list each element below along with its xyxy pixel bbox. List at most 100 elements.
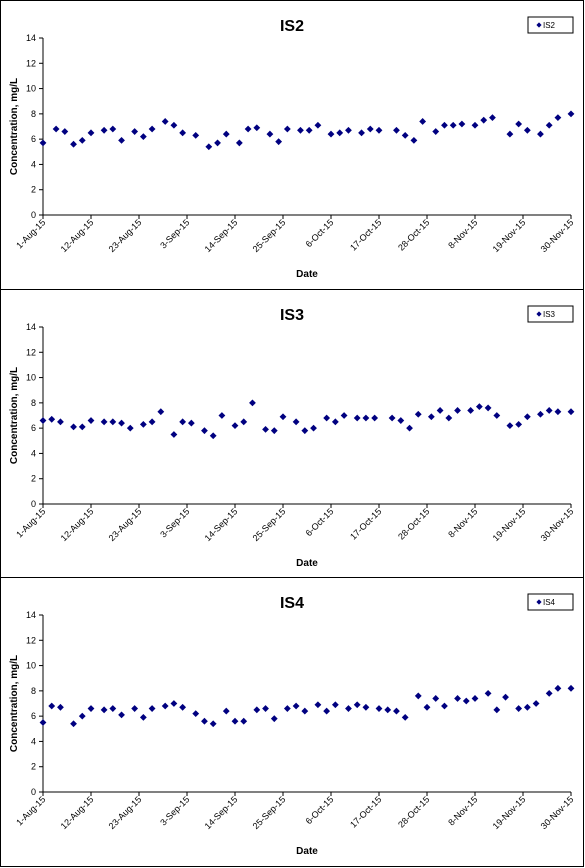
legend-marker [536, 22, 542, 28]
data-point [323, 414, 331, 422]
y-tick-label: 4 [31, 159, 36, 169]
data-point [118, 137, 125, 144]
data-point [139, 420, 147, 428]
data-point [78, 137, 86, 144]
data-point [554, 408, 562, 416]
data-point [283, 705, 291, 712]
data-point [388, 414, 396, 422]
y-tick-label: 8 [31, 109, 36, 119]
data-point [170, 431, 178, 438]
x-tick-label: 3-Sep-15 [158, 794, 191, 827]
data-point [493, 412, 501, 419]
y-tick-label: 4 [31, 448, 36, 458]
data-point [523, 126, 531, 134]
x-tick-label: 6-Oct-15 [304, 506, 336, 538]
data-point [506, 422, 514, 430]
data-point [148, 705, 156, 712]
data-point [292, 418, 300, 426]
data-point [283, 125, 291, 133]
data-point [201, 427, 208, 435]
data-point [345, 705, 352, 712]
x-tick-label: 8-Nov-15 [446, 506, 479, 539]
data-point [205, 143, 213, 151]
legend-marker [536, 599, 542, 605]
data-point [310, 424, 317, 432]
data-point [275, 138, 283, 146]
data-point [109, 705, 117, 712]
x-tick-label: 25-Sep-15 [251, 217, 288, 254]
x-tick-label: 30-Nov-15 [539, 217, 576, 254]
data-point [441, 121, 448, 129]
y-tick-label: 12 [26, 635, 36, 645]
data-point [515, 420, 523, 428]
data-point [314, 701, 322, 709]
data-point [179, 418, 187, 426]
data-point [240, 717, 248, 725]
data-point [100, 126, 108, 134]
x-tick-label: 8-Nov-15 [446, 794, 479, 827]
y-axis-title: Concentration, mg/L [9, 367, 20, 464]
data-point [270, 427, 278, 435]
data-point [70, 140, 77, 148]
data-point [179, 129, 187, 137]
data-point [471, 121, 479, 129]
data-point [244, 125, 252, 133]
data-point [423, 703, 431, 711]
data-point [327, 130, 335, 138]
x-tick-label: 1-Aug-15 [14, 217, 47, 250]
data-point [131, 128, 139, 135]
data-point [493, 706, 501, 714]
data-point [100, 418, 108, 426]
data-point [118, 711, 125, 719]
y-tick-label: 2 [31, 474, 36, 484]
y-tick-label: 6 [31, 134, 36, 144]
data-point [222, 130, 230, 138]
chart-panel-is3: IS3 0 2 4 6 8 10 12 14 1-Aug-15 12-Aug-15 23-Aug-15… [0, 289, 584, 578]
data-point [249, 399, 256, 407]
data-point [262, 705, 269, 712]
data-point [515, 705, 523, 712]
data-point [371, 414, 379, 422]
legend: IS4 [527, 593, 574, 611]
chart-svg-is4: IS4 0 2 4 6 8 10 12 14 1-Aug-15 12-Aug-15 23-Aug-15… [9, 593, 575, 857]
data-point [218, 412, 226, 419]
data-point [375, 126, 383, 134]
data-point [410, 137, 418, 144]
data-point [179, 703, 187, 711]
data-point [161, 702, 169, 710]
legend-box [527, 593, 574, 611]
data-point [305, 126, 313, 134]
data-point [297, 126, 304, 134]
chart-title: IS3 [280, 307, 304, 324]
x-tick-label: 6-Oct-15 [304, 217, 336, 249]
x-axis-title: Date [296, 269, 318, 280]
chart-title: IS2 [280, 18, 304, 35]
data-point [61, 128, 69, 135]
x-tick-label: 14-Sep-15 [203, 217, 240, 254]
x-tick-label: 14-Sep-15 [203, 506, 240, 543]
legend-box [527, 305, 574, 323]
data-point [484, 689, 492, 697]
data-point [222, 707, 230, 715]
data-point [39, 719, 47, 726]
data-point [214, 139, 221, 147]
data-point [471, 695, 479, 702]
x-tick-label: 12-Aug-15 [59, 794, 96, 831]
data-point [506, 130, 514, 138]
data-point [231, 422, 239, 430]
y-tick-label: 2 [31, 185, 36, 195]
y-tick-label: 12 [26, 58, 36, 68]
data-point [462, 697, 470, 705]
y-tick-label: 14 [26, 610, 36, 620]
data-point [240, 418, 248, 426]
x-tick-label: 19-Nov-15 [491, 506, 528, 543]
legend-marker [536, 311, 542, 317]
data-point [157, 408, 165, 416]
chart-svg-is2: IS2 0 2 4 6 8 10 12 14 1-Aug-15 12-Aug-15 23-Aug-15… [9, 16, 576, 280]
data-point [436, 407, 444, 414]
data-point [331, 701, 339, 709]
data-point [139, 714, 147, 721]
data-point [201, 717, 208, 725]
chart-svg-is3: IS3 0 2 4 6 8 10 12 14 1-Aug-15 12-Aug-15 23-Aug-15… [9, 305, 575, 569]
x-tick-label: 1-Aug-15 [14, 506, 47, 539]
